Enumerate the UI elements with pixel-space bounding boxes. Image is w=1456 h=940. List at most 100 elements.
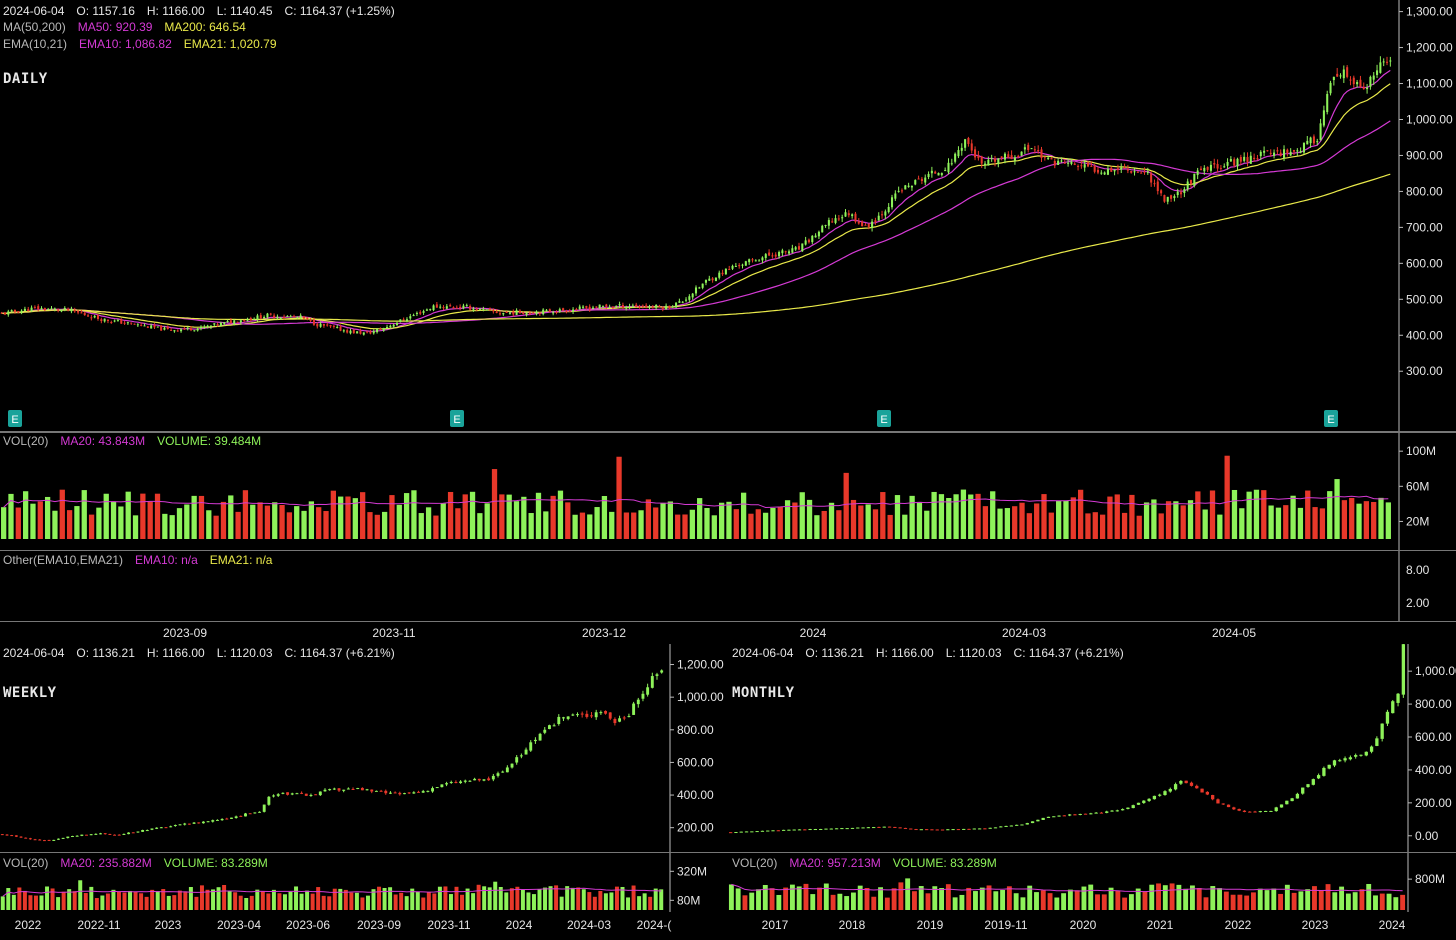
candle-body xyxy=(920,178,923,181)
candle-body xyxy=(808,829,812,831)
volume-bar xyxy=(975,493,981,539)
candle-body xyxy=(993,827,998,829)
volume-bar xyxy=(388,887,393,910)
candle-body xyxy=(591,307,595,310)
candle-body xyxy=(930,170,933,174)
candle-body xyxy=(837,218,840,220)
monthly-vol-indicator-label[interactable]: VOL(20) xyxy=(732,856,778,870)
candle-body xyxy=(910,186,913,188)
daily-ma-legend[interactable]: MA(50,200) MA50: 920.39 MA200: 646.54 xyxy=(3,20,258,34)
candle-body xyxy=(269,313,272,315)
volume-bar xyxy=(614,886,619,910)
volume-bar xyxy=(418,513,424,539)
x-date-label: 2024 xyxy=(800,626,827,640)
candle-body xyxy=(1243,156,1246,161)
volume-bar xyxy=(415,891,420,910)
volume-bar xyxy=(162,513,168,539)
candle-body xyxy=(1023,147,1026,150)
candle-body xyxy=(1146,171,1149,173)
candle-body xyxy=(967,138,970,144)
daily-volume-legend[interactable]: VOL(20) MA20: 43.843M VOLUME: 39.484M xyxy=(3,434,273,448)
candle-body xyxy=(1269,810,1273,812)
candle-body xyxy=(1200,788,1204,793)
volume-bar xyxy=(198,495,205,539)
candle-body xyxy=(927,173,930,178)
monthly-price-chart[interactable]: 1,000.00 800.00 600.00 400.00 200.00 0.00 xyxy=(726,644,1456,852)
volume-bar xyxy=(850,892,856,910)
volume-bar xyxy=(323,511,329,539)
candle-body xyxy=(655,674,659,676)
ema-indicator-label[interactable]: EMA(10,21) xyxy=(3,37,68,51)
weekly-volume-chart[interactable]: 320M 80M xyxy=(0,852,726,912)
monthly-close: C: 1164.37 (+6.21%) xyxy=(1013,646,1124,660)
candle-body xyxy=(1306,784,1310,788)
candle-body xyxy=(47,839,51,841)
volume-bar xyxy=(891,888,897,910)
monthly-volume-legend[interactable]: VOL(20) MA20: 957.213M VOLUME: 83.289M xyxy=(732,856,1009,870)
candle-body xyxy=(636,699,640,705)
candle-body xyxy=(533,739,537,742)
volume-bar xyxy=(1006,886,1012,910)
weekly-price-chart[interactable]: 1,200.00 1,000.00 800.00 600.00 400.00 200.00 xyxy=(0,644,726,852)
candle-body xyxy=(605,304,608,307)
candle-body xyxy=(1089,813,1093,815)
candle-body xyxy=(861,221,864,227)
candle-body xyxy=(1017,155,1020,157)
candle-body xyxy=(804,240,807,245)
candle-body xyxy=(106,319,110,322)
volume-bar xyxy=(1149,884,1155,910)
volume-bar xyxy=(645,499,652,539)
candle-body xyxy=(389,325,392,328)
weekly-vol-indicator-label[interactable]: VOL(20) xyxy=(3,856,49,870)
volume-bar xyxy=(1129,494,1135,539)
daily-other-chart[interactable]: 8.00 2.00 xyxy=(0,550,1456,622)
candle-body xyxy=(473,778,477,781)
vol-tick-label: 80M xyxy=(677,893,700,907)
volume-bar xyxy=(550,495,556,539)
volume-bar xyxy=(1268,505,1274,539)
candle-body xyxy=(94,833,98,835)
candle-body xyxy=(1136,802,1141,805)
volume-bar xyxy=(184,504,190,539)
x-date-label: 2023-12 xyxy=(582,626,626,640)
volume-bar xyxy=(15,507,21,539)
daily-other-legend[interactable]: Other(EMA10,EMA21) EMA10: n/a EMA21: n/a xyxy=(3,553,284,567)
daily-volume-chart[interactable]: 100M 60M 20M xyxy=(0,432,1456,550)
candle-body xyxy=(1050,158,1053,160)
volume-bar xyxy=(784,500,791,539)
daily-ema-legend[interactable]: EMA(10,21) EMA10: 1,086.82 EMA21: 1,020.79 xyxy=(3,37,289,51)
candle-body xyxy=(187,823,191,825)
volume-bar xyxy=(172,895,177,910)
volume-bar xyxy=(932,886,938,910)
volume-bar xyxy=(1297,507,1304,539)
weekly-volume-legend[interactable]: VOL(20) MA20: 235.882M VOLUME: 83.289M xyxy=(3,856,280,870)
candle-body xyxy=(123,322,126,324)
vol-indicator-label[interactable]: VOL(20) xyxy=(3,434,49,448)
candle-body xyxy=(967,828,971,830)
volume-bar xyxy=(316,507,322,539)
candle-body xyxy=(890,197,894,208)
volume-bar xyxy=(513,501,520,539)
other-indicator-label[interactable]: Other(EMA10,EMA21) xyxy=(3,553,124,567)
monthly-ohlc-readout: 2024-06-04 O: 1136.21 H: 1166.00 L: 1120.03… xyxy=(732,646,1136,660)
volume-bar xyxy=(735,888,741,910)
volume-bar xyxy=(1378,497,1384,539)
ma-indicator-label[interactable]: MA(50,200) xyxy=(3,20,66,34)
candle-body xyxy=(1073,814,1077,816)
candle-body xyxy=(1309,137,1312,144)
y-tick-label: 600.00 xyxy=(1415,730,1452,744)
volume-bar xyxy=(898,882,904,910)
candle-body xyxy=(708,278,711,281)
candle-body xyxy=(791,248,794,253)
candle-body xyxy=(668,305,671,308)
candle-body xyxy=(575,308,578,310)
candle-body xyxy=(365,789,369,791)
candle-body xyxy=(940,173,943,176)
candle-body xyxy=(425,309,428,311)
volume-ma20-line xyxy=(2,887,662,897)
x-date-label: 2023-11 xyxy=(372,626,415,640)
daily-price-chart[interactable]: 1,300.00 1,200.00 1,100.00 1,000.00 900.00 80… xyxy=(0,0,1456,432)
candle-body xyxy=(1322,110,1325,126)
volume-bar xyxy=(952,897,958,910)
monthly-volume-chart[interactable]: 800M xyxy=(726,852,1456,912)
